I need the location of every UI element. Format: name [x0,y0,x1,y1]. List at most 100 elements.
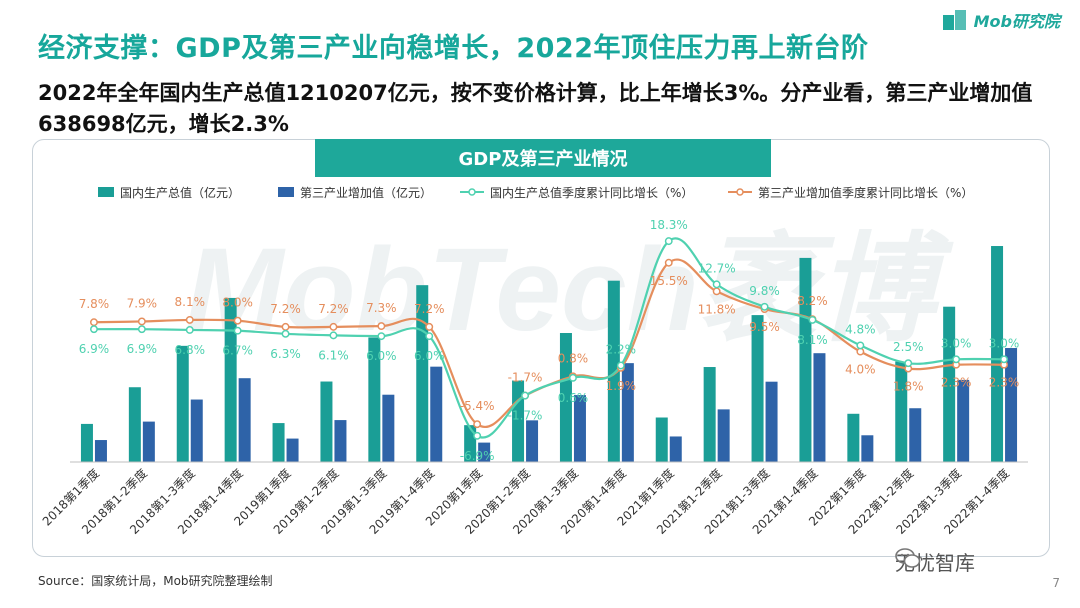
gdp-growth-label: 6.9% [127,342,158,356]
gdp-growth-point [281,329,290,338]
mob-logo-icon [942,10,966,30]
gdp-growth-point [569,373,577,382]
tertiary-bar [94,440,107,462]
tertiary-growth-label: 0.8% [558,351,589,365]
gdp-growth-point [712,280,721,289]
legend-label-2: 国内生产总值季度累计同比增长（%） [490,185,693,200]
tertiary-bar [813,353,826,462]
gdp-bar [559,333,572,462]
gdp-growth-point [473,431,482,440]
tertiary-growth-point [329,322,338,331]
tertiary-growth-label: 9.5% [749,320,780,334]
gdp-growth-point [185,326,194,334]
tertiary-growth-label: 8.0% [222,296,253,310]
tertiary-bar [478,442,491,462]
chart-title: GDP及第三产业情况 [315,139,771,177]
gdp-bar [320,381,333,462]
tertiary-growth-label: 8.1% [175,295,206,309]
gdp-growth-point [377,332,386,341]
tertiary-bar [669,436,682,462]
gdp-growth-point [616,361,625,370]
tertiary-bar [861,435,874,462]
chart-legend: 国内生产总值（亿元） 第三产业增加值（亿元） 国内生产总值季度累计同比增长（%） 第三… [98,185,973,200]
tertiary-bar [286,438,299,462]
gdp-growth-line [93,237,1005,439]
tertiary-bar [1005,348,1018,462]
tertiary-growth-point [137,317,146,326]
gdp-growth-point [1000,355,1008,364]
gdp-bar [655,417,668,462]
gdp-growth-point [90,325,98,334]
gdp-growth-label: 6.0% [366,349,397,363]
tertiary-bar [526,420,539,462]
bars [80,246,1018,462]
legend-marker-3 [736,188,744,196]
gdp-growth-label: 8.1% [797,333,828,347]
tertiary-growth-label: 7.9% [127,296,158,310]
gdp-growth-point [856,341,865,350]
gdp-growth-point [952,355,961,364]
line-points [90,237,1008,440]
gdp-bar [751,315,764,462]
tertiary-growth-label: 8.2% [797,294,828,308]
logo-text: Mob研究院 [973,12,1060,31]
gdp-growth-point [233,326,242,335]
tertiary-growth-label: 7.3% [366,301,397,315]
gdp-growth-label: 6.0% [414,349,445,363]
wechat-icon [895,548,921,568]
tertiary-growth-label: 15.5% [650,274,688,288]
legend-label-1: 第三产业增加值（亿元） [300,185,432,200]
data-labels: 7.8% 7.9% 8.1% 8.0% 7.2% 7.2% 7.3% 7.2% -5.4% -1.… [79,218,1020,463]
legend-swatch-0 [98,187,114,197]
gdp-bar [991,246,1004,462]
tertiary-growth-point [233,316,242,325]
tertiary-growth-point [664,258,673,267]
tertiary-bar [142,421,155,462]
tertiary-bar [621,363,634,462]
gdp-bar [272,423,285,462]
tertiary-growth-point [712,287,721,296]
gdp-growth-label: 9.8% [749,284,780,298]
tertiary-growth-point [377,322,386,331]
wechat-watermark: 无忧智库 [895,547,975,576]
tertiary-bar [573,395,586,462]
gdp-bar [895,361,908,462]
page-title: 经济支撑：GDP及第三产业向稳增长，2022年顶住压力再上新台阶 [38,33,869,64]
tertiary-growth-point [281,322,290,331]
gdp-bar [80,423,93,462]
legend-label-0: 国内生产总值（亿元） [120,185,240,200]
tertiary-growth-label: 2.3% [941,376,972,390]
gdp-bar [512,380,525,462]
gdp-bar [703,367,716,462]
tertiary-growth-point [425,322,434,331]
tertiary-bar [957,379,970,462]
tertiary-growth-point [185,315,194,324]
tertiary-bar [190,399,203,462]
gdp-bar [943,306,956,462]
gdp-bar [224,297,237,462]
gdp-bar [176,345,189,462]
gdp-growth-label: -6.9% [460,449,495,463]
gdp-bar [607,280,620,462]
gdp-bar [128,387,141,462]
legend-label-3: 第三产业增加值季度累计同比增长（%） [758,185,973,200]
tertiary-growth-point [473,420,482,429]
gdp-growth-point [521,391,529,400]
tertiary-bar [717,409,730,462]
tertiary-growth-label: 7.2% [270,302,301,316]
gdp-growth-label: 3.0% [989,336,1020,350]
gdp-growth-label: 6.1% [318,348,349,362]
gdp-growth-label: 2.5% [893,340,924,354]
gdp-bar [368,337,381,462]
gdp-bar [464,425,477,462]
tertiary-growth-label: 1.9% [606,379,637,393]
mob-logo: Mob研究院 [942,8,1060,32]
gdp-growth-label: -1.7% [508,409,543,423]
tertiary-bar [334,420,347,462]
gdp-growth-label: 3.0% [941,336,972,350]
page-subtitle: 2022年全年国内生产总值1210207亿元，按不变价格计算，比上年增长3%。分… [38,81,1033,136]
tertiary-growth-point [90,318,98,327]
tertiary-growth-label: 2.3% [989,376,1020,390]
gdp-growth-label: 18.3% [650,218,688,232]
